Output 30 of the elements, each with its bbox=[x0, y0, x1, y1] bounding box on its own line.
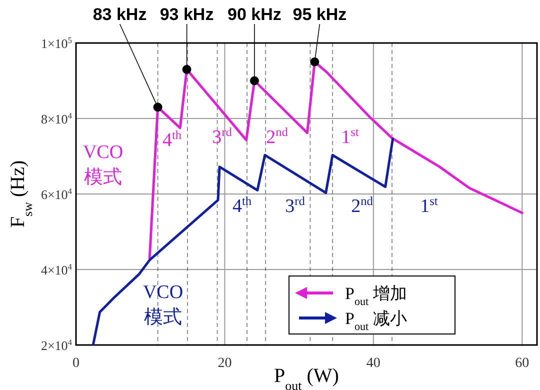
legend-label: P$_{out}$ 减小 bbox=[345, 309, 407, 333]
y-tick-label: 8×10$^{4}$ bbox=[40, 110, 73, 126]
x-tick-label: 20 bbox=[218, 356, 232, 371]
x-tick-label: 40 bbox=[366, 356, 380, 371]
y-tick-label: 1×10$^{5}$ bbox=[40, 35, 72, 51]
legend-label: P$_{out}$ 增加 bbox=[345, 284, 407, 308]
x-tick-label: 0 bbox=[72, 356, 80, 371]
annotation: 2$^{nd}$ bbox=[266, 125, 289, 148]
point bbox=[310, 57, 320, 66]
annotation: 83 kHz bbox=[92, 5, 147, 24]
y-tick-label: 6×10$^{4}$ bbox=[40, 186, 73, 202]
point bbox=[250, 76, 259, 86]
annotation: 95 kHz bbox=[292, 5, 347, 24]
annotation: 2$^{nd}$ bbox=[351, 194, 374, 217]
y-tick-label: 4×10$^{4}$ bbox=[40, 262, 73, 278]
point bbox=[153, 102, 162, 112]
annotation: 90 kHz bbox=[228, 5, 282, 24]
annotation: 4$^{th}$ bbox=[232, 194, 252, 217]
point bbox=[182, 64, 192, 74]
x-axis-title: P$_{out}$ (W) bbox=[274, 365, 339, 390]
x-tick-label: 60 bbox=[515, 356, 530, 371]
annotation: 1$^{st}$ bbox=[420, 194, 438, 217]
annotation: 4$^{th}$ bbox=[162, 128, 182, 151]
annotation: 3$^{rd}$ bbox=[285, 194, 306, 217]
annotation: 1$^{st}$ bbox=[341, 125, 360, 148]
annotation: VCO 模式 bbox=[82, 142, 124, 188]
annotation: 93 kHz bbox=[160, 5, 214, 24]
annotation: 3$^{rd}$ bbox=[212, 125, 233, 148]
y-tick-label: 2×10$^{4}$ bbox=[40, 337, 73, 353]
annotation: VCO 模式 bbox=[142, 282, 184, 328]
